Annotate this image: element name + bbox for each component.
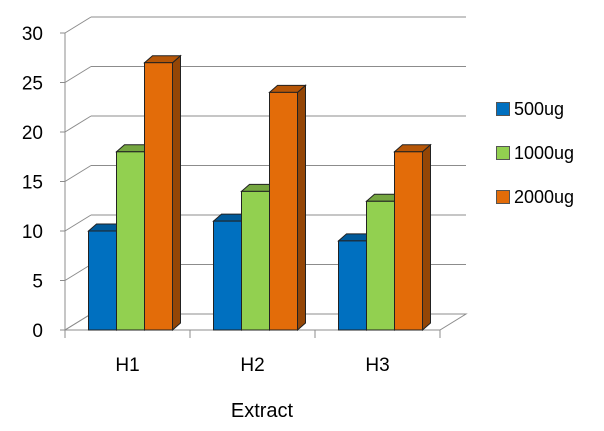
bar-2000ug-H2 (268, 84, 307, 332)
bar-side (172, 54, 181, 332)
legend-label: 1000ug (514, 142, 575, 163)
gridline-side (64, 165, 92, 182)
legend-label: 2000ug (514, 186, 575, 207)
gridline-side (64, 66, 92, 83)
y-tick-label: 20 (22, 123, 43, 144)
bar-layer (87, 54, 432, 332)
bar-front (88, 230, 117, 331)
y-tick-label: 10 (22, 222, 43, 243)
legend-swatch (496, 102, 510, 116)
x-tick-label: H3 (365, 355, 389, 376)
bar-2000ug-H3 (393, 143, 432, 332)
bar-2000ug-H1 (143, 54, 182, 332)
legend-item-500ug: 500ug (496, 98, 602, 120)
y-tick-label: 15 (22, 173, 43, 194)
x-tick-label: H2 (240, 355, 264, 376)
gridline-side (64, 214, 92, 232)
legend-swatch (496, 146, 510, 160)
legend: 500ug 1000ug 2000ug (496, 98, 602, 230)
x-tick-label: H1 (115, 355, 139, 376)
gridline-side (64, 115, 92, 133)
bar-front (366, 200, 395, 331)
gridline-side (64, 264, 92, 281)
bar-front (338, 240, 367, 331)
label-layer: 0 5 10 15 20 25 30 H1 H2 H3 (22, 24, 390, 376)
bar-front (269, 91, 298, 331)
gridline-side (64, 16, 92, 34)
y-tick-label: 25 (22, 74, 43, 95)
y-tick-label: 5 (32, 272, 43, 293)
bar-front (116, 151, 145, 331)
x-axis-title: Extract (231, 400, 294, 422)
bar-front (394, 151, 423, 331)
bar-side (297, 84, 306, 332)
y-tick-label: 30 (22, 24, 43, 45)
bar-front (144, 62, 173, 331)
legend-label: 500ug (514, 98, 565, 119)
y-tick-label: 0 (32, 321, 43, 342)
legend-item-1000ug: 1000ug (496, 142, 602, 164)
bar-front (241, 190, 270, 331)
gridline-side (64, 313, 92, 331)
legend-item-2000ug: 2000ug (496, 186, 602, 208)
legend-swatch (496, 190, 510, 204)
bar-side (422, 143, 431, 332)
bar-front (213, 220, 242, 331)
